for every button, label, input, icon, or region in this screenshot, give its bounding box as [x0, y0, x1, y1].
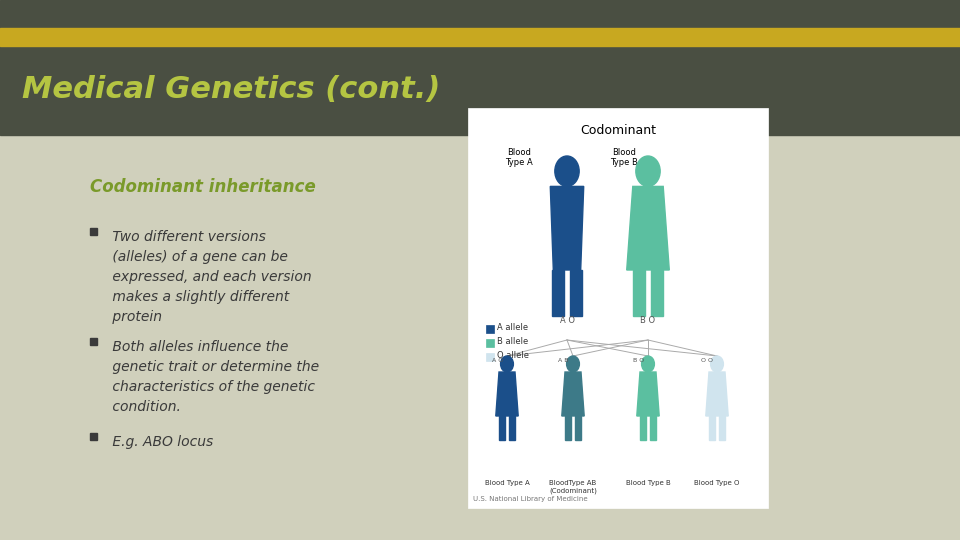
Text: Both alleles influence the
 genetic trait or determine the
 characteristics of t: Both alleles influence the genetic trait… [108, 340, 319, 414]
Bar [650, 416, 656, 440]
Text: Medical Genetics (cont.): Medical Genetics (cont.) [22, 76, 441, 105]
Text: Blood Type A: Blood Type A [485, 480, 529, 486]
Bar [486, 339, 494, 347]
Bar [575, 416, 581, 440]
Ellipse shape [641, 356, 655, 372]
Text: Two different versions
 (alleles) of a gene can be
 expressed, and each version
: Two different versions (alleles) of a ge… [108, 230, 312, 324]
Bar [486, 353, 494, 361]
Bar [570, 270, 582, 315]
Bar [633, 270, 645, 315]
Bar [486, 325, 494, 333]
Bar [719, 416, 725, 440]
Polygon shape [550, 186, 584, 270]
Text: B O: B O [633, 358, 644, 363]
Text: A allele: A allele [497, 323, 528, 333]
Text: A B: A B [558, 358, 568, 363]
Ellipse shape [566, 356, 580, 372]
Bar [499, 416, 505, 440]
Bar [90, 228, 97, 235]
Text: Codominant: Codominant [580, 124, 656, 137]
Text: B allele: B allele [497, 338, 528, 347]
Polygon shape [706, 372, 729, 416]
Text: U.S. National Library of Medicine: U.S. National Library of Medicine [473, 496, 588, 502]
Bar [90, 338, 97, 345]
Text: O allele: O allele [497, 352, 529, 361]
Ellipse shape [710, 356, 724, 372]
Bar [90, 433, 97, 440]
Ellipse shape [500, 356, 514, 372]
Text: O O: O O [702, 358, 713, 363]
Bar [468, 108, 768, 508]
Polygon shape [636, 372, 660, 416]
Text: Codominant inheritance: Codominant inheritance [90, 178, 316, 196]
Text: B O: B O [640, 316, 656, 325]
Bar [0, 0, 960, 135]
Polygon shape [562, 372, 585, 416]
Text: BloodType AB
(Codominant): BloodType AB (Codominant) [549, 480, 597, 494]
Ellipse shape [555, 156, 579, 186]
Bar [0, 28, 960, 46]
Bar [509, 416, 515, 440]
Bar [651, 270, 663, 315]
Polygon shape [627, 186, 669, 270]
Ellipse shape [636, 156, 660, 186]
Text: A O: A O [492, 358, 503, 363]
Polygon shape [495, 372, 518, 416]
Text: A O: A O [560, 316, 574, 325]
Text: Blood Type O: Blood Type O [694, 480, 740, 486]
Text: Blood Type B: Blood Type B [626, 480, 670, 486]
Text: E.g. ABO locus: E.g. ABO locus [108, 435, 213, 449]
Text: Blood
Type A: Blood Type A [505, 148, 533, 167]
Bar [565, 416, 571, 440]
Bar [640, 416, 646, 440]
Text: Blood
Type B: Blood Type B [610, 148, 638, 167]
Bar [709, 416, 715, 440]
Bar [552, 270, 564, 315]
